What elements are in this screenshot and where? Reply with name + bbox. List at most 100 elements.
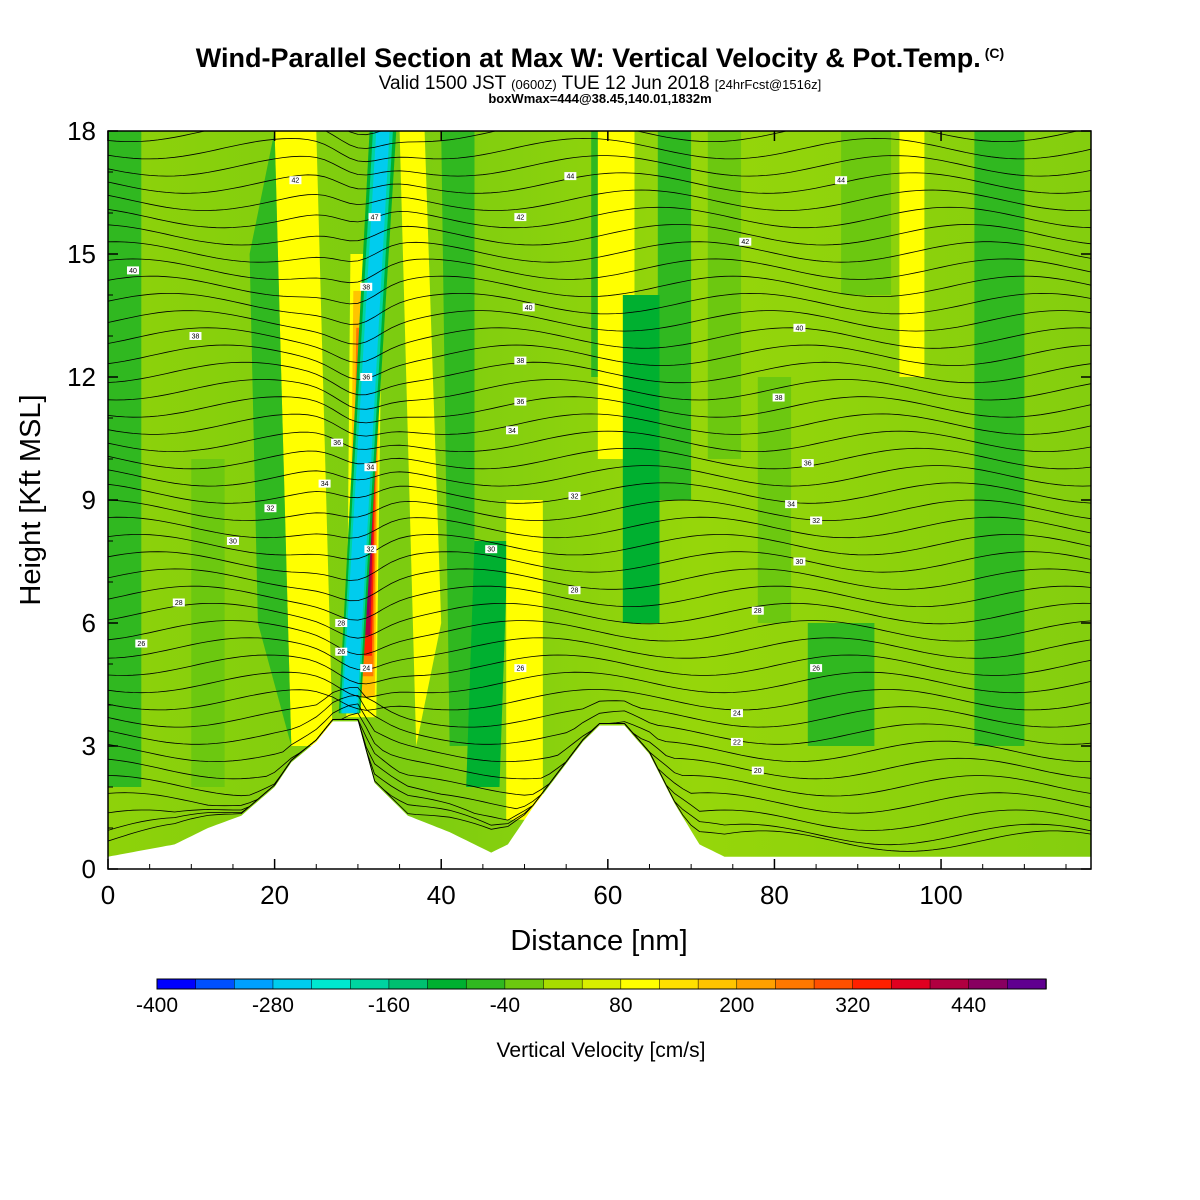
x-axis-label: Distance [nm] bbox=[510, 925, 687, 957]
isentrope-line bbox=[108, 172, 1091, 194]
colorbar-swatch bbox=[620, 978, 661, 990]
isentrope-line bbox=[108, 396, 1091, 424]
velocity-band bbox=[974, 131, 1025, 746]
isentrope-line bbox=[108, 327, 1091, 364]
theta-label-bg bbox=[318, 479, 331, 488]
chart-title: Wind-Parallel Section at Max W: Vertical… bbox=[0, 43, 1200, 74]
theta-label-bg bbox=[730, 709, 743, 718]
isentrope-line bbox=[108, 155, 1091, 177]
velocity-band bbox=[274, 131, 333, 746]
theta-label-bg bbox=[364, 545, 377, 554]
colorbar-swatch bbox=[852, 978, 893, 990]
theta-label: 42 bbox=[741, 239, 749, 246]
isentrope-line bbox=[108, 137, 1091, 163]
colorbar-swatch bbox=[234, 978, 274, 990]
theta-label: 34 bbox=[367, 465, 375, 472]
theta-label-bg bbox=[810, 664, 823, 673]
isentrope-line bbox=[347, 131, 383, 136]
colorbar-swatch bbox=[659, 978, 699, 990]
copyright-mark: (C) bbox=[984, 45, 1005, 61]
isentrope-line bbox=[108, 671, 1091, 698]
colorbar-swatch bbox=[388, 978, 429, 990]
theta-label-bg bbox=[264, 504, 277, 513]
theta-label: 36 bbox=[804, 461, 812, 468]
theta-label-bg bbox=[360, 664, 373, 673]
isentrope-line bbox=[108, 379, 1091, 410]
theta-label: 47 bbox=[371, 215, 379, 222]
x-tick-label: 60 bbox=[593, 880, 622, 910]
terrain-mask bbox=[108, 721, 1091, 869]
theta-label: 30 bbox=[487, 547, 495, 554]
theta-label: 30 bbox=[796, 559, 804, 566]
theta-label: 38 bbox=[362, 284, 370, 291]
velocity-band bbox=[441, 131, 475, 746]
colorbar-tick-label: 440 bbox=[951, 994, 986, 1017]
theta-label: 36 bbox=[362, 375, 370, 382]
theta-label-bg bbox=[568, 586, 581, 595]
theta-label-bg bbox=[135, 639, 148, 648]
theta-label-bg bbox=[360, 282, 373, 291]
isentrope-line bbox=[108, 694, 1091, 745]
isentrope-line bbox=[108, 602, 1091, 639]
theta-label: 42 bbox=[516, 215, 524, 222]
colorbar-tick-label: -400 bbox=[136, 994, 178, 1017]
colorbar-swatch bbox=[543, 978, 583, 990]
downdraft-core bbox=[342, 131, 390, 714]
y-tick-label: 6 bbox=[82, 608, 96, 638]
colorbar-swatch bbox=[1007, 978, 1047, 990]
isentrope-line bbox=[108, 499, 1091, 521]
theta-label: 44 bbox=[837, 178, 845, 185]
theta-label: 34 bbox=[321, 481, 329, 488]
theta-label: 28 bbox=[175, 600, 183, 607]
colorbar-swatch bbox=[427, 978, 467, 990]
colorbar-swatch bbox=[272, 978, 313, 990]
isentrope-line bbox=[108, 413, 1091, 437]
colorbar-swatch bbox=[156, 978, 197, 990]
theta-label-bg bbox=[785, 500, 798, 509]
colorbar-swatch bbox=[813, 978, 854, 990]
theta-label: 24 bbox=[733, 711, 741, 718]
isentrope-line bbox=[108, 585, 1091, 621]
colorbar-swatch bbox=[736, 978, 777, 990]
y-tick-label: 18 bbox=[67, 116, 96, 146]
theta-label-bg bbox=[793, 323, 806, 332]
colorbar-swatch bbox=[968, 978, 1009, 990]
forecast-label: [24hrFcst@1516z] bbox=[714, 77, 822, 92]
theta-label: 32 bbox=[367, 547, 375, 554]
theta-label: 20 bbox=[754, 768, 762, 775]
theta-label-bg bbox=[514, 356, 527, 365]
theta-label-bg bbox=[751, 766, 764, 775]
theta-label-bg bbox=[331, 438, 344, 447]
colorbar-tick-label: -40 bbox=[490, 994, 520, 1017]
theta-label: 28 bbox=[754, 608, 762, 615]
theta-label: 30 bbox=[229, 539, 237, 546]
colorbar-swatch bbox=[311, 978, 352, 990]
isentrope-line bbox=[108, 189, 1091, 211]
theta-label: 26 bbox=[516, 666, 524, 673]
isentrope-line bbox=[108, 361, 1091, 396]
velocity-band bbox=[841, 131, 892, 295]
theta-label: 44 bbox=[566, 174, 574, 181]
theta-label-bg bbox=[335, 619, 348, 627]
colorbar-frame bbox=[156, 978, 1047, 990]
y-tick-label: 0 bbox=[82, 854, 96, 884]
isentrope-line bbox=[108, 206, 1091, 229]
theta-label-bg bbox=[801, 459, 814, 468]
theta-label-bg bbox=[835, 176, 848, 185]
colorbar-swatch bbox=[929, 978, 970, 990]
theta-label-bg bbox=[522, 303, 535, 312]
colorbar-swatch bbox=[195, 978, 236, 990]
theta-label-bg bbox=[289, 176, 302, 185]
isentrope-line bbox=[108, 516, 1091, 539]
valid-date: TUE 12 Jun 2018 bbox=[561, 73, 710, 94]
x-tick-label: 20 bbox=[260, 880, 289, 910]
isentrope-line bbox=[108, 654, 1091, 685]
theta-label: 28 bbox=[337, 621, 345, 628]
colorbar-label: Vertical Velocity [cm/s] bbox=[497, 1039, 706, 1062]
isentrope-line bbox=[108, 258, 1091, 284]
theta-label: 38 bbox=[516, 358, 524, 365]
valid-time-jst: Valid 1500 JST bbox=[378, 73, 506, 94]
isentrope-line bbox=[108, 310, 1091, 345]
theta-label-bg bbox=[739, 237, 752, 246]
